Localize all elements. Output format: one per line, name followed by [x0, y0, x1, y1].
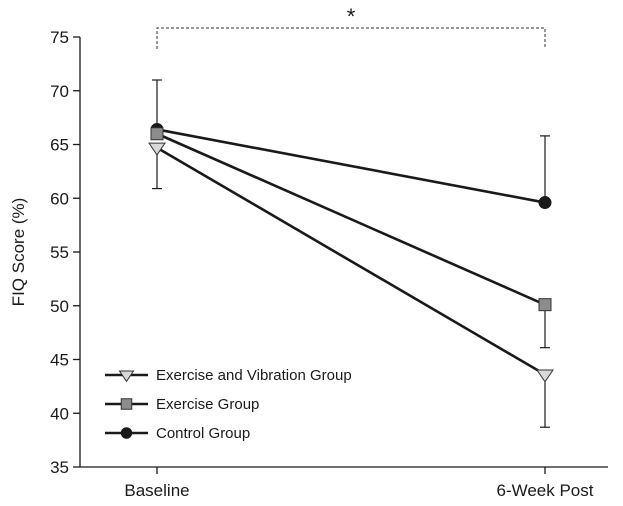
legend-label: Control Group — [156, 425, 250, 442]
y-tick-label: 55 — [50, 243, 69, 262]
y-tick-label: 50 — [50, 297, 69, 316]
legend-marker — [120, 398, 133, 410]
bracket-line — [156, 27, 546, 49]
series-lines — [156, 128, 546, 376]
series-markers — [148, 122, 554, 383]
series-line-1 — [156, 132, 546, 306]
significance-bracket — [156, 27, 546, 49]
legend: Exercise and Vibration Group Exercise Gr… — [105, 367, 352, 442]
data-point-0-0 — [148, 142, 166, 156]
legend-label: Exercise and Vibration Group — [156, 367, 352, 384]
data-point-2-1 — [538, 196, 552, 210]
legend-item-exercise-and-vibration: Exercise and Vibration Group — [105, 367, 352, 384]
series-line-2 — [156, 128, 546, 204]
legend-label: Exercise Group — [156, 396, 259, 413]
y-tick-label: 45 — [50, 351, 69, 370]
y-axis-title: FIQ Score (%) — [9, 198, 28, 307]
legend-marker — [118, 370, 135, 383]
legend-marker — [120, 427, 133, 439]
y-tick-label: 60 — [50, 189, 69, 208]
x-tick-label-6-week-post: 6-Week Post — [496, 481, 593, 500]
y-tick-label: 35 — [50, 458, 69, 477]
data-point-1-1 — [538, 298, 552, 312]
legend-item-control: Control Group — [105, 425, 250, 442]
data-point-0-1 — [536, 369, 554, 383]
series-line-0 — [156, 146, 546, 376]
legend-item-exercise: Exercise Group — [105, 396, 259, 413]
y-tick-label: 70 — [50, 82, 69, 101]
axes: 35 40 45 50 55 60 65 70 75 — [50, 28, 608, 477]
data-point-1-0 — [150, 127, 164, 141]
y-tick-label: 40 — [50, 404, 69, 423]
significance-asterisk: * — [347, 4, 356, 29]
y-tick-label: 65 — [50, 136, 69, 155]
x-tick-label-baseline: Baseline — [124, 481, 189, 500]
y-tick-label: 75 — [50, 28, 69, 47]
